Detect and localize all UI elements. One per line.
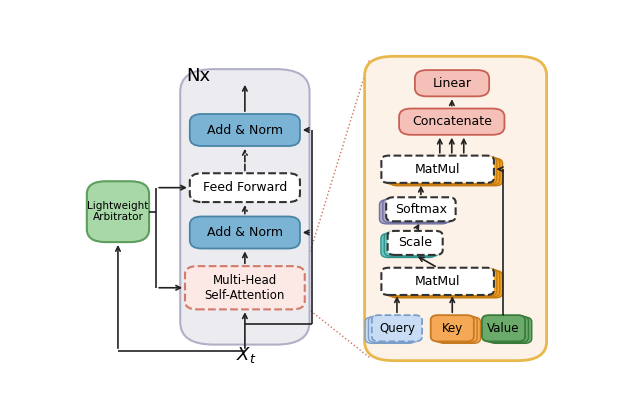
Text: Multi-Head
Self-Attention: Multi-Head Self-Attention	[205, 274, 285, 302]
Text: $X_t$: $X_t$	[235, 345, 256, 365]
FancyBboxPatch shape	[379, 200, 449, 224]
FancyBboxPatch shape	[384, 232, 439, 256]
FancyBboxPatch shape	[387, 270, 500, 297]
Text: MatMul: MatMul	[415, 163, 460, 176]
FancyBboxPatch shape	[180, 69, 310, 344]
Text: Feed Forward: Feed Forward	[203, 181, 287, 194]
Text: Nx: Nx	[187, 67, 211, 84]
FancyBboxPatch shape	[381, 233, 436, 258]
FancyBboxPatch shape	[365, 317, 415, 343]
Text: Lightweight
Arbitrator: Lightweight Arbitrator	[87, 201, 149, 223]
Text: Value: Value	[487, 322, 520, 335]
Text: Add & Norm: Add & Norm	[207, 226, 283, 239]
FancyBboxPatch shape	[386, 197, 455, 221]
Text: Query: Query	[379, 322, 415, 335]
FancyBboxPatch shape	[390, 271, 502, 298]
FancyBboxPatch shape	[438, 317, 481, 343]
FancyBboxPatch shape	[87, 181, 149, 242]
FancyBboxPatch shape	[381, 268, 494, 295]
FancyBboxPatch shape	[381, 156, 494, 183]
Text: Concatenate: Concatenate	[412, 115, 492, 128]
FancyBboxPatch shape	[384, 156, 497, 184]
FancyBboxPatch shape	[434, 316, 477, 342]
Text: Key: Key	[442, 322, 463, 335]
Text: MatMul: MatMul	[415, 275, 460, 288]
FancyBboxPatch shape	[190, 114, 300, 146]
FancyBboxPatch shape	[372, 315, 422, 342]
FancyBboxPatch shape	[399, 109, 504, 135]
Text: Add & Norm: Add & Norm	[207, 124, 283, 136]
Text: Scale: Scale	[398, 236, 432, 250]
FancyBboxPatch shape	[190, 216, 300, 248]
FancyBboxPatch shape	[489, 317, 531, 343]
Text: Softmax: Softmax	[395, 203, 447, 216]
Text: Linear: Linear	[433, 77, 472, 90]
FancyBboxPatch shape	[368, 316, 419, 342]
FancyBboxPatch shape	[482, 315, 525, 342]
FancyBboxPatch shape	[383, 198, 452, 223]
FancyBboxPatch shape	[485, 316, 528, 342]
FancyBboxPatch shape	[431, 315, 474, 342]
FancyBboxPatch shape	[185, 266, 305, 310]
FancyBboxPatch shape	[384, 269, 497, 296]
FancyBboxPatch shape	[387, 158, 500, 185]
FancyBboxPatch shape	[415, 70, 489, 97]
FancyBboxPatch shape	[390, 158, 502, 186]
FancyBboxPatch shape	[365, 56, 547, 361]
FancyBboxPatch shape	[387, 231, 442, 255]
FancyBboxPatch shape	[190, 173, 300, 202]
